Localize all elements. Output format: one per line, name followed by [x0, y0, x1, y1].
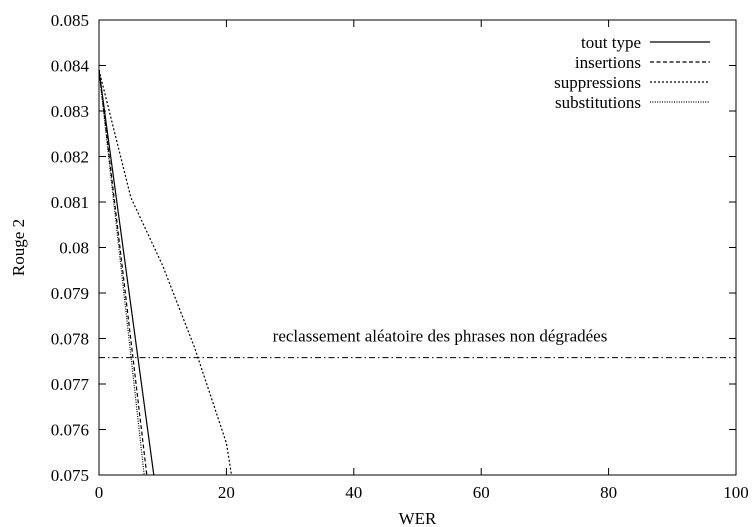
x-tick-label: 20 — [218, 483, 235, 502]
reference-line-label: reclassement aléatoire des phrases non d… — [273, 327, 608, 346]
legend-label: suppressions — [554, 73, 641, 92]
legend-label: insertions — [575, 53, 641, 72]
y-tick-label: 0.081 — [51, 193, 89, 212]
y-tick-label: 0.084 — [51, 57, 90, 76]
y-tick-label: 0.077 — [51, 375, 90, 394]
x-tick-label: 0 — [95, 483, 104, 502]
reference-line-group: reclassement aléatoire des phrases non d… — [99, 327, 736, 359]
series-substitutions-line — [98, 70, 145, 476]
data-series — [98, 69, 233, 476]
legend: tout typeinsertionssuppressionssubstitut… — [554, 33, 710, 112]
series-suppressions-line — [98, 69, 233, 476]
y-tick-label: 0.075 — [51, 466, 89, 485]
y-tick-label: 0.076 — [51, 421, 89, 440]
series-insertions-line — [98, 70, 148, 476]
y-tick-label: 0.078 — [51, 330, 89, 349]
y-axis-title: Rouge 2 — [9, 219, 28, 276]
y-tick-label: 0.085 — [51, 11, 89, 30]
y-tick-label: 0.08 — [59, 239, 89, 258]
legend-label: tout type — [581, 33, 641, 52]
legend-label: substitutions — [555, 93, 641, 112]
y-tick-label: 0.082 — [51, 148, 89, 167]
series-tout-type-line — [98, 70, 155, 476]
x-tick-label: 80 — [600, 483, 617, 502]
x-tick-label: 40 — [345, 483, 362, 502]
x-tick-label: 60 — [473, 483, 490, 502]
x-tick-label: 100 — [723, 483, 749, 502]
y-tick-label: 0.083 — [51, 102, 89, 121]
axis-ticks: 0 20 40 60 80 100 0.075 0.076 0.077 0.078 0.079 0.0… — [51, 11, 749, 502]
y-tick-label: 0.079 — [51, 284, 89, 303]
x-axis-title: WER — [399, 509, 437, 527]
